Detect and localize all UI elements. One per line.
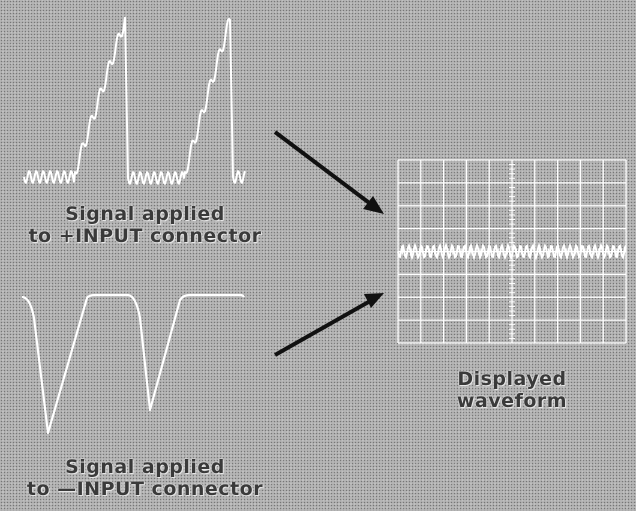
plus-caption-line2: to +INPUT connector: [28, 225, 262, 247]
display-caption-line1: Displayed: [457, 368, 567, 390]
plus-input-waveform: [23, 16, 246, 185]
plus-caption-line1: Signal applied: [65, 203, 225, 225]
minus-caption-line1: Signal applied: [65, 456, 225, 478]
display-caption-line2: waveform: [456, 390, 568, 412]
minus-input-caption: Signal applied to —INPUT connector: [0, 456, 290, 500]
minus-caption-line2: to —INPUT connector: [26, 478, 264, 500]
minus-input-waveform: [21, 293, 245, 435]
arrow-bottom: [274, 293, 384, 357]
displayed-waveform-caption: Displayed waveform: [412, 368, 612, 412]
arrow-top: [273, 130, 384, 214]
displayed-waveform-trace: [397, 242, 627, 261]
plus-input-caption: Signal applied to +INPUT connector: [0, 203, 290, 247]
